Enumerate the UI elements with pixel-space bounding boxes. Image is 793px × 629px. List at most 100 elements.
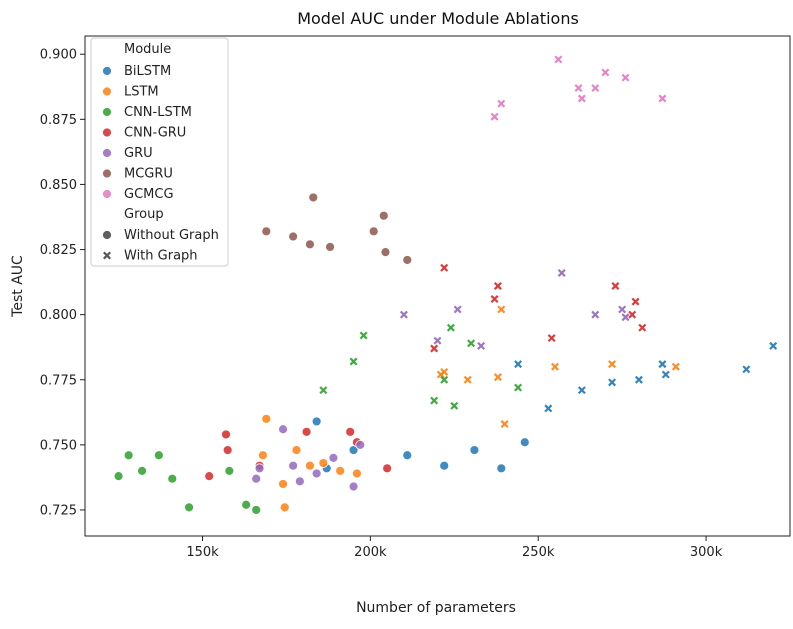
bilstm-point-with-graph — [658, 360, 667, 369]
y-tick-label: 0.750 — [40, 438, 77, 453]
x-stroke — [554, 55, 563, 64]
x-stroke — [661, 370, 670, 379]
x-stroke — [638, 323, 647, 332]
x-stroke — [493, 282, 502, 290]
cnn-gru-point-without-graph — [345, 426, 356, 437]
bilstm-point-with-graph — [742, 365, 751, 374]
x-stroke — [631, 297, 640, 306]
lstm-point-with-graph — [671, 362, 680, 371]
x-stroke — [769, 341, 778, 350]
gru-point-without-graph — [348, 481, 359, 492]
x-tick-label: 150k — [186, 545, 219, 560]
bilstm-point-with-graph — [608, 378, 617, 387]
y-tick-label: 0.825 — [40, 243, 77, 258]
x-stroke — [450, 401, 459, 410]
x-stroke — [608, 360, 617, 369]
cnn-lstm-point-with-graph — [467, 339, 476, 348]
legend-module-label: GCMCG — [124, 187, 174, 202]
lstm-point-with-graph — [551, 362, 559, 371]
gru-point-with-graph — [618, 305, 627, 314]
cnn-gru-point-without-graph — [301, 426, 312, 437]
x-stroke — [591, 310, 600, 319]
lstm-point-without-graph — [318, 458, 329, 468]
cnn-lstm-point-without-graph — [113, 471, 124, 482]
cnn-gru-point-with-graph — [430, 344, 439, 353]
x-axis-label: Number of parameters — [356, 600, 516, 616]
lstm-point-without-graph — [352, 468, 362, 479]
legend-box — [90, 37, 229, 267]
legend-group-label: With Graph — [124, 249, 198, 264]
legend-module-label: MCGRU — [124, 167, 173, 182]
x-stroke — [628, 310, 637, 319]
mcgru-point-without-graph — [288, 231, 299, 242]
gru-point-with-graph — [399, 310, 408, 319]
x-stroke — [601, 68, 610, 77]
bilstm-point-without-graph — [496, 463, 507, 474]
y-tick-label: 0.900 — [40, 48, 77, 63]
cnn-gru-point-without-graph — [221, 429, 231, 440]
x-stroke — [671, 362, 680, 371]
lstm-point-without-graph — [258, 450, 268, 461]
x-stroke — [514, 360, 523, 369]
x-stroke — [359, 331, 368, 340]
cnn-lstm-point-without-graph — [184, 502, 194, 513]
gru-point-without-graph — [254, 463, 265, 474]
gcmcg-point-with-graph — [658, 94, 667, 103]
cnn-lstm-point-without-graph — [224, 465, 235, 476]
gru-point-with-graph — [591, 310, 600, 319]
lstm-point-without-graph — [305, 460, 315, 471]
x-stroke — [557, 269, 566, 277]
x-stroke — [440, 375, 449, 384]
mcgru-point-without-graph — [402, 255, 413, 265]
x-stroke — [618, 305, 627, 314]
legend-module-label: BiLSTM — [124, 64, 171, 79]
x-stroke — [551, 362, 559, 371]
gru-point-without-graph — [328, 452, 339, 463]
x-stroke — [634, 375, 643, 384]
gru-point-with-graph — [477, 341, 486, 350]
bilstm-point-with-graph — [634, 375, 643, 384]
lstm-point-with-graph — [463, 375, 472, 384]
cnn-gru-point-without-graph — [382, 463, 393, 474]
legend-module-marker — [102, 66, 112, 76]
x-stroke — [399, 310, 408, 319]
cnn-lstm-point-with-graph — [349, 357, 358, 366]
x-stroke — [514, 383, 523, 392]
cnn-lstm-point-without-graph — [251, 505, 262, 515]
legend-group-marker — [103, 251, 111, 260]
cnn-lstm-point-without-graph — [123, 450, 134, 461]
cnn-gru-point-with-graph — [490, 295, 499, 303]
legend-module-marker — [102, 127, 112, 138]
legend: Module BiLSTM LSTM CNN-LSTM CNN-GRU GRU MCGRU… — [90, 37, 229, 267]
gru-point-with-graph — [557, 269, 566, 277]
cnn-gru-point-with-graph — [493, 282, 502, 290]
legend-group-marker — [102, 230, 112, 240]
x-stroke — [430, 396, 439, 405]
gru-point-without-graph — [311, 468, 322, 479]
y-tick-label: 0.875 — [40, 113, 77, 128]
cnn-lstm-point-with-graph — [319, 386, 328, 395]
cnn-lstm-point-with-graph — [430, 396, 439, 405]
gru-point-without-graph — [294, 476, 305, 487]
gcmcg-point-with-graph — [574, 84, 583, 93]
bilstm-point-without-graph — [311, 416, 322, 427]
cnn-gru-point-without-graph — [204, 471, 215, 482]
x-axis-ticks: 150k 200k 250k 300k — [186, 536, 723, 560]
mcgru-point-without-graph — [261, 226, 272, 237]
x-stroke — [500, 420, 509, 428]
x-stroke — [497, 99, 506, 108]
cnn-lstm-point-with-graph — [359, 331, 368, 340]
cnn-lstm-point-with-graph — [450, 401, 459, 410]
legend-module-label: CNN-GRU — [124, 126, 186, 141]
legend-group-label: Without Graph — [124, 228, 219, 243]
gcmcg-point-with-graph — [497, 99, 506, 108]
legend-module-marker — [102, 148, 112, 158]
mcgru-point-without-graph — [305, 239, 315, 250]
x-stroke — [477, 341, 486, 350]
cnn-lstm-point-with-graph — [446, 323, 455, 332]
x-stroke — [467, 339, 476, 348]
x-stroke — [544, 404, 553, 413]
legend-module-marker — [102, 107, 112, 117]
cnn-gru-point-without-graph — [222, 445, 233, 455]
